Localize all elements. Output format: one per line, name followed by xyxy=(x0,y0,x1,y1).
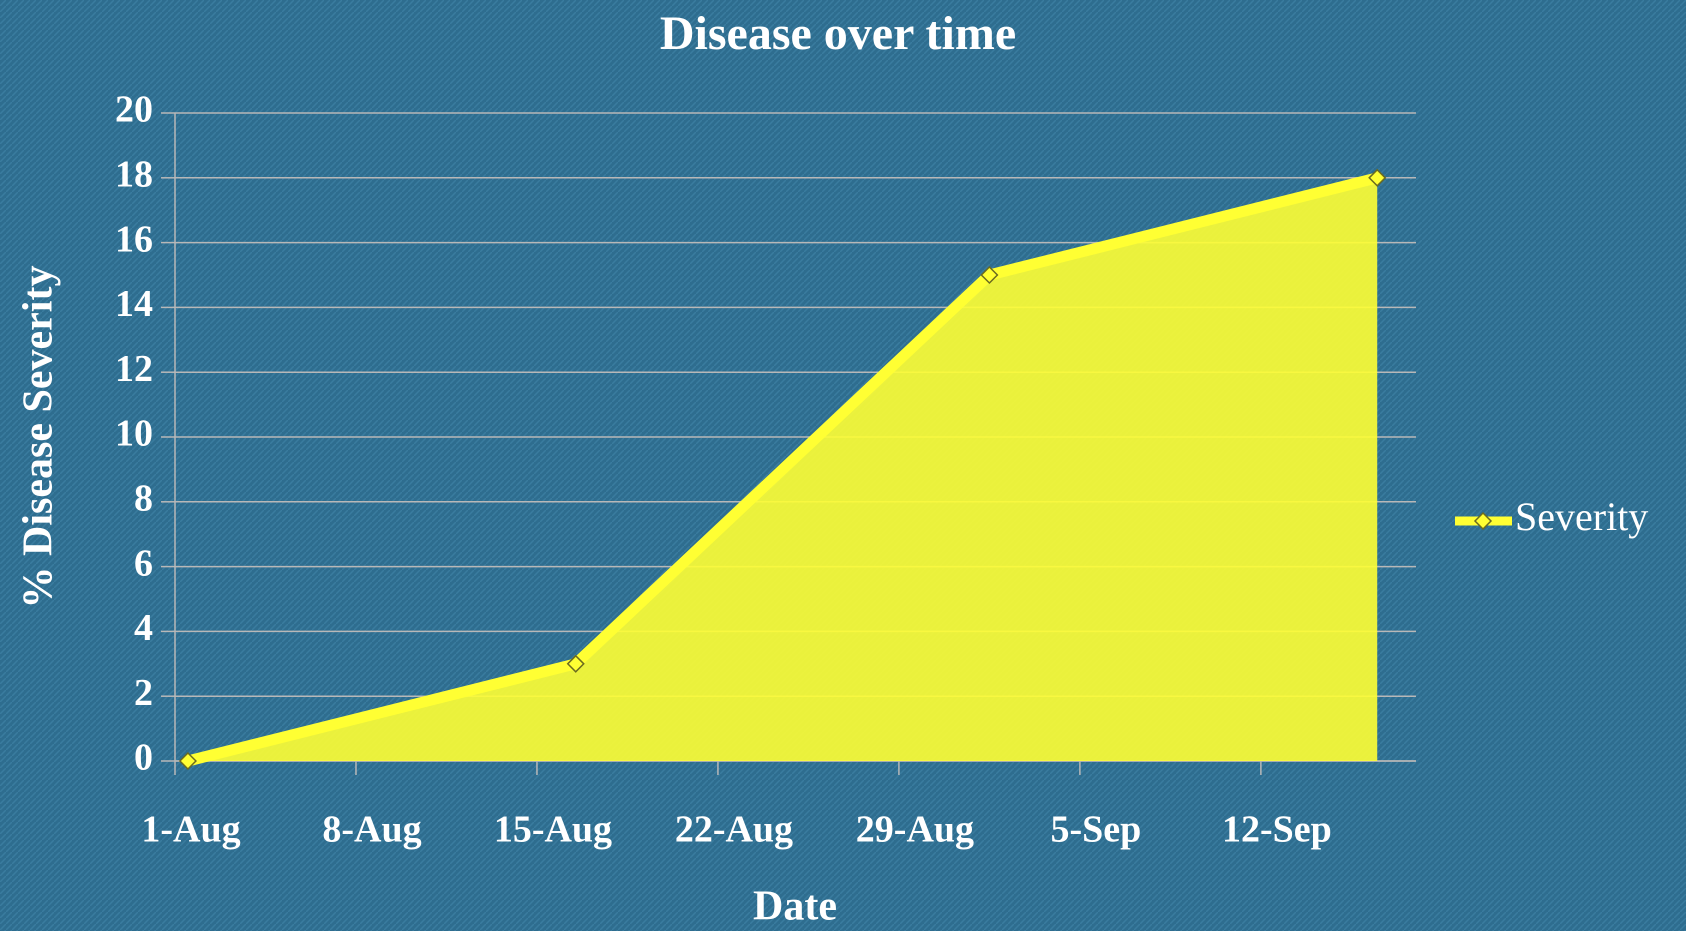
y-tick-label: 16 xyxy=(115,218,153,260)
x-tick-label: 1-Aug xyxy=(141,809,240,851)
x-axis-title: Date xyxy=(753,884,837,930)
y-tick-label: 8 xyxy=(134,478,153,520)
y-tick-label: 6 xyxy=(134,542,153,584)
chart-title: Disease over time xyxy=(660,7,1016,60)
marker xyxy=(178,751,197,771)
x-tick-label: 15-Aug xyxy=(494,809,612,851)
marker xyxy=(1368,168,1387,187)
marker xyxy=(566,654,585,673)
y-tick-label: 4 xyxy=(134,607,153,649)
x-tick-label: 22-Aug xyxy=(675,809,793,851)
y-tick-label: 14 xyxy=(115,283,153,325)
line xyxy=(186,172,1379,767)
marker xyxy=(980,265,999,285)
x-tick-label: 12-Sep xyxy=(1222,809,1332,851)
y-tick-label: 10 xyxy=(115,413,153,455)
y-axis-title: % Disease Severity xyxy=(16,266,62,609)
legend-marker xyxy=(1473,511,1493,531)
y-tick-label: 2 xyxy=(134,672,153,714)
y-tick-label: 18 xyxy=(115,154,153,196)
x-tick-label: 8-Aug xyxy=(322,809,421,851)
y-tick-label: 20 xyxy=(115,89,153,131)
x-tick-label: 29-Aug xyxy=(856,809,974,851)
legend-label: Severity xyxy=(1515,494,1648,539)
y-tick-label: 12 xyxy=(115,348,153,390)
y-tick-label: 0 xyxy=(134,737,153,779)
x-tick-label: 5-Sep xyxy=(1050,809,1141,851)
